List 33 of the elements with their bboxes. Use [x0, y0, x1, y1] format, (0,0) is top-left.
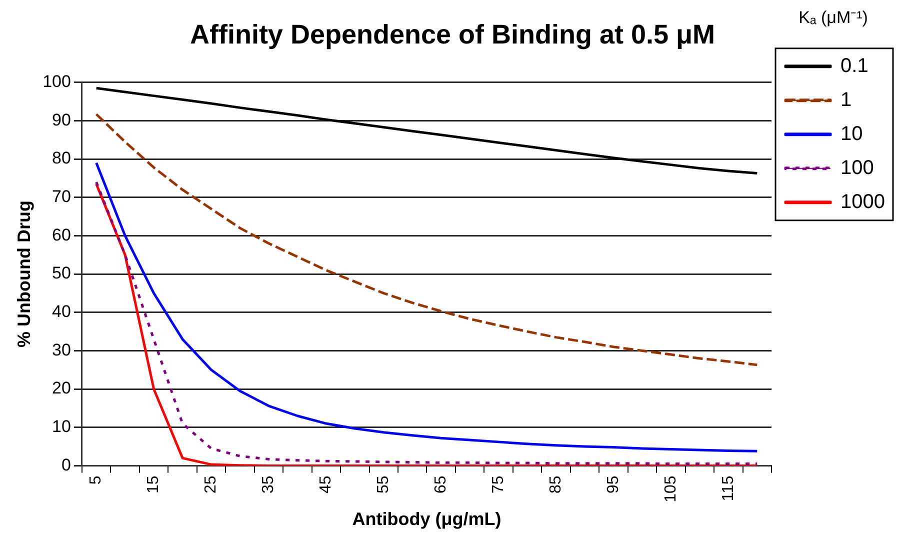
legend-label: 1000: [840, 190, 886, 213]
x-tick-label: 45: [318, 476, 335, 494]
legend-title: Kₐ (μM⁻¹): [798, 8, 868, 28]
y-axis-title: % Unbound Drug: [14, 200, 34, 348]
x-tick-label: 105: [662, 476, 680, 502]
y-tick-label: 100: [42, 72, 71, 92]
x-tick-label: 55: [375, 476, 392, 494]
y-tick-label: 80: [52, 148, 71, 168]
y-tick-label: 30: [52, 340, 71, 360]
x-tick-label: 85: [547, 476, 564, 494]
x-tick-label: 15: [145, 476, 162, 494]
x-axis-title: Antibody (μg/mL): [352, 509, 502, 530]
x-tick-label: 65: [432, 476, 450, 494]
x-tick-label: 95: [604, 476, 622, 494]
x-tick-label: 5: [88, 476, 105, 485]
y-tick-label: 70: [52, 187, 71, 206]
y-tick-label: 90: [52, 110, 71, 130]
y-tick-label: 0: [61, 455, 71, 474]
legend-label: 10: [840, 122, 863, 145]
x-tick-label: 115: [720, 476, 737, 502]
y-tick-label: 60: [52, 225, 71, 244]
legend-label: 1: [840, 88, 852, 111]
legend-label: 100: [840, 156, 874, 179]
y-tick-label: 50: [52, 264, 71, 283]
legend-label: 0.1: [840, 54, 868, 77]
chart-title: Affinity Dependence of Binding at 0.5 μM: [190, 20, 716, 50]
x-tick-label: 25: [202, 476, 220, 494]
y-tick-label: 20: [52, 378, 71, 398]
y-tick-label: 10: [52, 417, 71, 436]
x-tick-label: 75: [490, 476, 507, 494]
x-tick-label: 35: [260, 476, 278, 494]
y-tick-label: 40: [52, 302, 71, 322]
line-series: [95, 112, 758, 366]
